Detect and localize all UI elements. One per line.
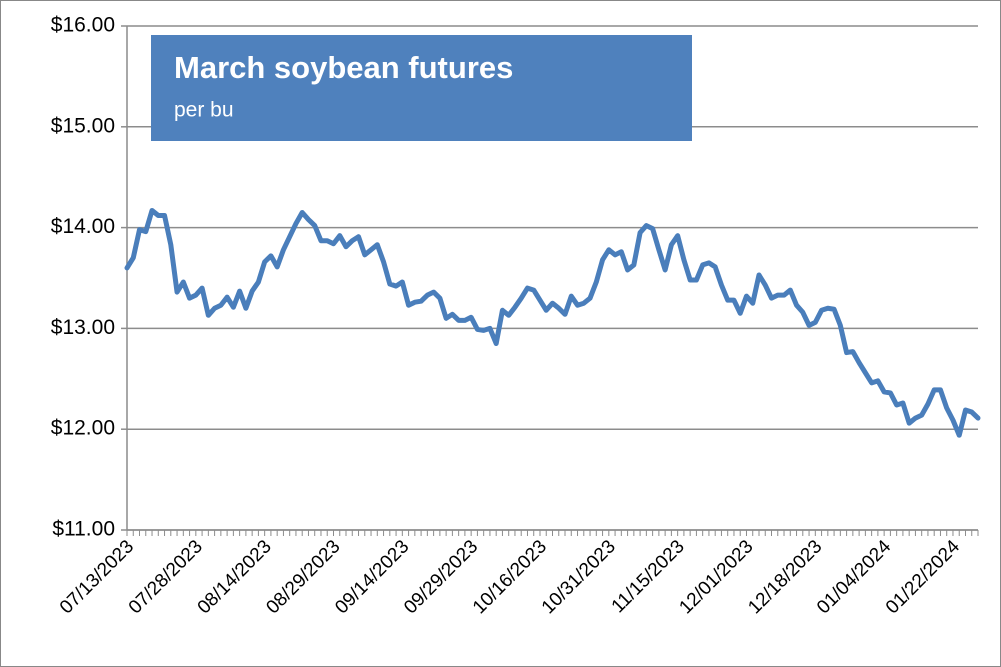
y-tick-label: $16.00	[51, 14, 115, 37]
data-line	[124, 207, 981, 438]
y-tick-label: $15.00	[51, 114, 115, 137]
y-tick-label: $11.00	[52, 518, 115, 541]
chart-subtitle: per bu	[174, 99, 234, 122]
y-tick-label: $12.00	[51, 417, 115, 440]
y-tick-label: $13.00	[51, 316, 115, 339]
chart-title: March soybean futures	[174, 50, 513, 85]
title-box	[151, 35, 692, 141]
y-tick-label: $14.00	[51, 215, 115, 238]
plot	[124, 207, 981, 438]
